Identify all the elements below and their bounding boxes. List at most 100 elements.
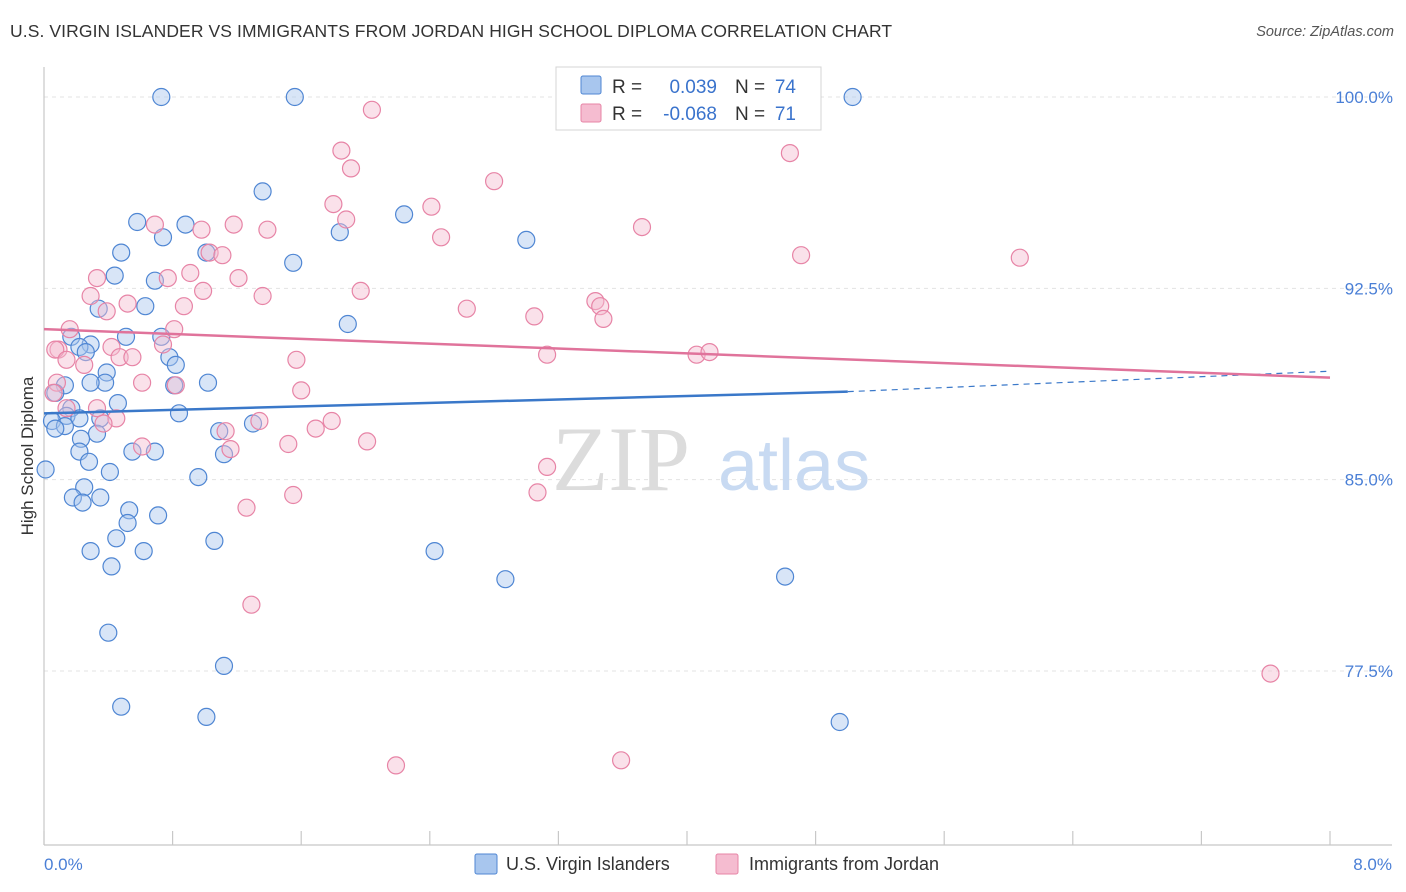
data-point-jordan xyxy=(133,437,152,456)
data-point-jordan xyxy=(181,263,200,283)
x-tick-label-max: 8.0% xyxy=(1353,855,1392,874)
data-point-virgin-islanders xyxy=(105,266,124,285)
watermark-atlas: atlas xyxy=(718,426,870,506)
data-point-jordan xyxy=(485,172,504,191)
data-point-jordan xyxy=(145,215,164,234)
data-point-virgin-islanders xyxy=(134,541,153,561)
series-virgin-islanders xyxy=(36,87,862,732)
data-point-jordan xyxy=(166,376,185,395)
trend-lines xyxy=(43,327,1331,415)
data-point-jordan xyxy=(537,345,557,364)
y-tick-label: 77.5% xyxy=(1345,662,1393,681)
bottom-legend: U.S. Virgin Islanders Immigrants from Jo… xyxy=(474,853,939,875)
bottom-legend-swatch-pink xyxy=(715,853,739,875)
data-point-jordan xyxy=(194,281,213,300)
data-point-jordan xyxy=(224,215,243,234)
data-point-jordan xyxy=(611,751,631,770)
trend-line-jordan xyxy=(43,327,1331,379)
data-point-jordan xyxy=(57,399,76,418)
legend-box: R = 0.039 N = 74 R = -0.068 N = 71 xyxy=(555,66,822,131)
source-label: Source: ZipAtlas.com xyxy=(1256,24,1394,40)
data-point-jordan xyxy=(46,340,65,359)
data-point-jordan xyxy=(87,269,107,288)
data-point-jordan xyxy=(192,220,211,239)
data-point-virgin-islanders xyxy=(830,712,849,732)
gridlines xyxy=(44,96,1392,672)
data-point-jordan xyxy=(341,159,361,178)
data-point-virgin-islanders xyxy=(152,87,171,107)
data-point-jordan xyxy=(362,100,381,119)
data-point-jordan xyxy=(525,307,544,326)
data-point-jordan xyxy=(75,355,94,374)
data-point-virgin-islanders xyxy=(95,373,115,392)
data-point-jordan xyxy=(110,348,129,367)
data-point-jordan xyxy=(1010,248,1029,267)
data-point-virgin-islanders xyxy=(169,404,189,423)
data-point-jordan xyxy=(279,434,298,454)
data-point-jordan xyxy=(221,440,240,459)
y-tick-labels: 77.5% 85.0% 92.5% 100.0% xyxy=(1335,88,1393,681)
legend-r-label-1: R = xyxy=(612,77,642,98)
legend-r-label-2: R = xyxy=(612,104,642,125)
data-point-virgin-islanders xyxy=(123,442,142,461)
data-point-virgin-islanders xyxy=(100,462,120,482)
data-point-jordan xyxy=(594,309,613,328)
data-point-virgin-islanders xyxy=(107,529,126,548)
data-point-jordan xyxy=(780,144,800,163)
data-point-virgin-islanders xyxy=(189,468,208,487)
data-point-jordan xyxy=(81,286,100,306)
data-point-jordan xyxy=(158,269,177,288)
bottom-legend-swatch-blue xyxy=(474,853,498,875)
data-point-jordan xyxy=(432,228,451,247)
data-point-jordan xyxy=(213,246,232,265)
data-point-virgin-islanders xyxy=(517,230,536,249)
data-point-virgin-islanders xyxy=(70,409,89,428)
data-point-virgin-islanders xyxy=(285,87,304,107)
data-point-virgin-islanders xyxy=(197,707,216,727)
data-point-jordan xyxy=(229,269,248,288)
data-point-jordan xyxy=(791,246,811,265)
data-point-virgin-islanders xyxy=(395,205,414,224)
data-point-virgin-islanders xyxy=(338,314,357,334)
data-point-virgin-islanders xyxy=(79,452,99,471)
data-point-jordan xyxy=(237,498,256,517)
data-point-virgin-islanders xyxy=(425,541,444,561)
trend-line-virgin-islanders-extension xyxy=(847,370,1331,393)
data-point-virgin-islanders xyxy=(210,422,229,441)
data-point-virgin-islanders xyxy=(214,656,234,676)
legend-swatch-pink xyxy=(580,103,602,123)
data-point-jordan xyxy=(1261,664,1280,683)
data-point-virgin-islanders xyxy=(63,488,83,507)
data-point-virgin-islanders xyxy=(775,567,795,586)
data-point-jordan xyxy=(306,419,325,438)
data-point-jordan xyxy=(153,335,173,354)
data-point-virgin-islanders xyxy=(118,513,137,533)
bottom-legend-label-pink: Immigrants from Jordan xyxy=(749,854,939,874)
data-point-jordan xyxy=(457,299,476,318)
data-point-jordan xyxy=(386,756,406,775)
data-point-jordan xyxy=(118,294,137,313)
data-point-virgin-islanders xyxy=(73,493,92,512)
data-point-jordan xyxy=(292,381,311,400)
data-point-jordan xyxy=(284,485,303,505)
data-point-jordan xyxy=(537,457,557,476)
data-point-jordan xyxy=(632,218,652,237)
data-point-virgin-islanders xyxy=(176,215,195,234)
legend-swatch-blue xyxy=(580,75,602,95)
data-point-virgin-islanders xyxy=(112,243,131,262)
data-point-jordan xyxy=(332,141,351,160)
data-point-jordan xyxy=(57,350,76,369)
data-point-virgin-islanders xyxy=(284,253,303,272)
legend-r-value-1: 0.039 xyxy=(669,77,717,98)
data-point-virgin-islanders xyxy=(99,623,118,642)
legend-n-value-1: 74 xyxy=(775,77,797,98)
x-tick-label-min: 0.0% xyxy=(44,855,83,874)
watermark: ZIP atlas xyxy=(552,408,870,510)
legend-n-value-2: 71 xyxy=(775,104,796,125)
data-point-jordan xyxy=(528,483,547,502)
data-point-jordan xyxy=(287,350,306,369)
data-point-jordan xyxy=(337,210,356,229)
bottom-legend-label-blue: U.S. Virgin Islanders xyxy=(506,854,670,874)
data-point-virgin-islanders xyxy=(108,394,128,413)
